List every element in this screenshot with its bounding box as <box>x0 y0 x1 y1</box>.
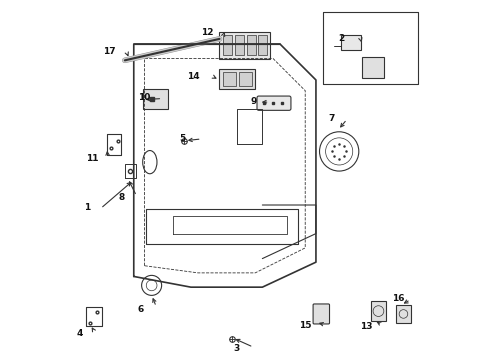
Text: 3: 3 <box>233 344 239 353</box>
Text: 11: 11 <box>85 154 98 163</box>
Text: 13: 13 <box>359 322 371 331</box>
FancyBboxPatch shape <box>395 305 410 323</box>
Text: 15: 15 <box>298 321 311 330</box>
FancyBboxPatch shape <box>362 57 383 78</box>
Text: 2: 2 <box>338 34 344 43</box>
Text: 9: 9 <box>250 97 257 106</box>
Text: 6: 6 <box>137 305 143 314</box>
FancyBboxPatch shape <box>223 35 231 55</box>
FancyBboxPatch shape <box>340 35 360 50</box>
FancyBboxPatch shape <box>246 35 255 55</box>
Text: 7: 7 <box>327 114 334 123</box>
Text: 10: 10 <box>137 93 150 102</box>
Text: 8: 8 <box>118 193 124 202</box>
FancyBboxPatch shape <box>239 72 251 86</box>
FancyBboxPatch shape <box>258 35 267 55</box>
FancyBboxPatch shape <box>312 304 329 324</box>
FancyBboxPatch shape <box>219 32 269 59</box>
Text: 16: 16 <box>391 294 404 303</box>
FancyBboxPatch shape <box>219 69 255 89</box>
FancyBboxPatch shape <box>370 301 385 321</box>
Text: 12: 12 <box>201 28 213 37</box>
FancyBboxPatch shape <box>223 72 235 86</box>
Text: 4: 4 <box>77 329 83 338</box>
FancyBboxPatch shape <box>142 89 167 109</box>
Text: 14: 14 <box>187 72 200 81</box>
Text: 1: 1 <box>84 203 90 212</box>
FancyBboxPatch shape <box>234 35 244 55</box>
FancyBboxPatch shape <box>257 96 290 111</box>
Text: 17: 17 <box>103 47 116 56</box>
Text: 5: 5 <box>179 134 185 143</box>
